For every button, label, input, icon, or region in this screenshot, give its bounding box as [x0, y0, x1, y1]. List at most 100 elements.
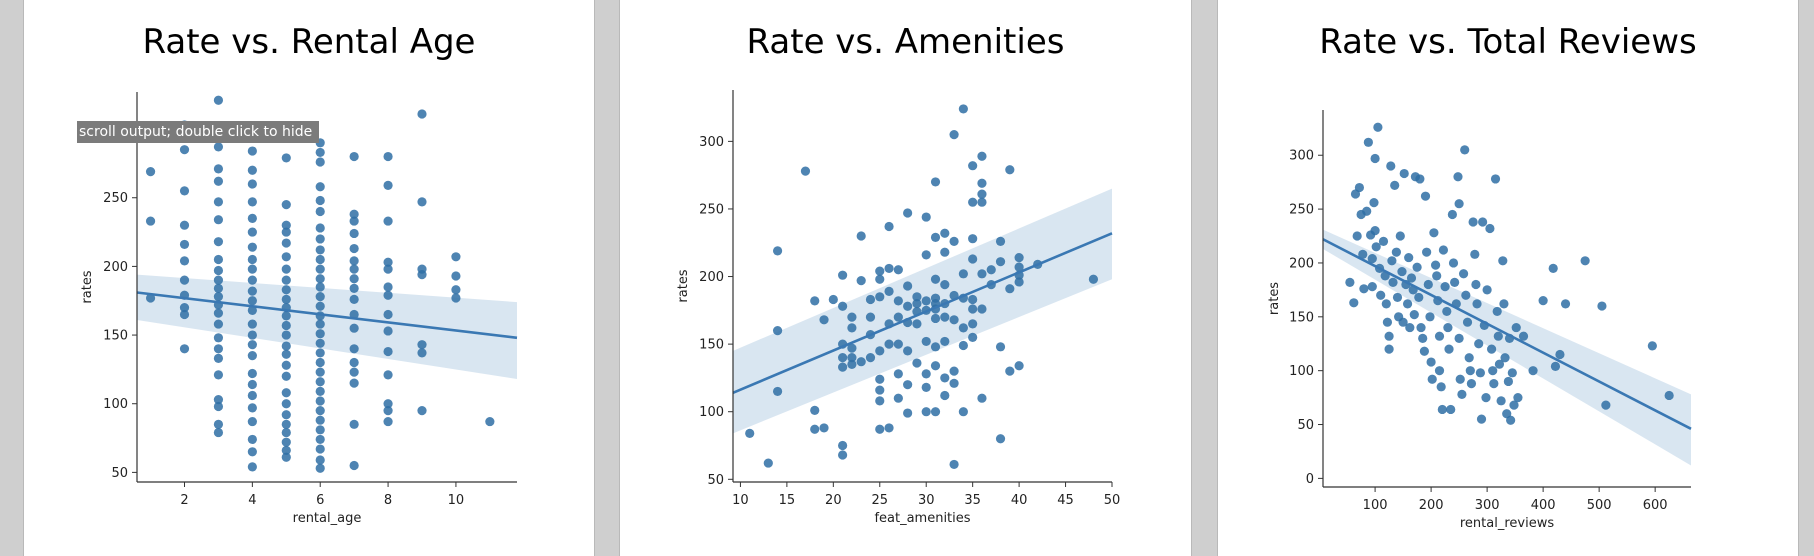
data-point — [940, 247, 950, 257]
data-point — [893, 339, 903, 349]
data-point — [1419, 346, 1429, 356]
data-point — [247, 462, 257, 472]
scroll-output-tooltip[interactable]: scroll output; double click to hide — [77, 121, 320, 143]
chart-title-3: Rate vs. Total Reviews — [1319, 22, 1697, 62]
data-point — [875, 374, 885, 384]
data-point — [213, 292, 224, 302]
data-point — [1458, 269, 1469, 279]
data-point — [865, 353, 876, 363]
y-tick-label: 50 — [111, 466, 128, 481]
data-point — [213, 344, 224, 354]
data-point — [1387, 256, 1397, 266]
data-point — [921, 336, 931, 347]
data-point — [315, 254, 325, 265]
data-point — [847, 323, 857, 333]
chart-title-1: Rate vs. Rental Age — [142, 22, 476, 62]
data-point — [1478, 217, 1488, 227]
data-point — [912, 298, 922, 309]
data-point — [315, 396, 325, 406]
chart-plot-3: 100 200 300 400 500 600 0 50 100 150 200 250 300 rent… — [1267, 110, 1692, 531]
data-point — [1425, 312, 1435, 322]
regression-line — [732, 232, 1113, 394]
data-point — [281, 320, 291, 331]
data-point — [1397, 266, 1407, 277]
chart-panel-3: Rate vs. Total Reviews 100 200 300 400 500 60… — [1217, 0, 1799, 556]
data-point — [838, 353, 848, 363]
data-point — [1476, 414, 1487, 424]
data-point — [912, 292, 922, 302]
data-point — [213, 370, 224, 380]
data-point — [1404, 252, 1414, 263]
data-point — [213, 427, 224, 438]
data-point — [921, 407, 931, 417]
x-tick-label: 15 — [779, 493, 796, 508]
data-point — [1005, 284, 1015, 294]
data-point — [1453, 172, 1463, 182]
data-point — [383, 309, 393, 320]
data-point — [1447, 209, 1457, 220]
data-point — [1597, 301, 1607, 311]
y-tick-label: 250 — [699, 202, 724, 217]
data-point — [1492, 306, 1502, 317]
data-point — [884, 339, 894, 349]
x-tick-label: 10 — [732, 493, 749, 508]
data-point — [1475, 368, 1485, 378]
data-point — [281, 153, 291, 163]
data-point — [912, 319, 922, 329]
data-point — [315, 338, 325, 348]
data-point — [968, 319, 978, 329]
data-point — [1499, 299, 1509, 309]
data-point — [930, 177, 941, 187]
data-point — [213, 353, 224, 364]
data-point — [930, 274, 941, 284]
data-point — [875, 346, 885, 356]
data-point — [819, 423, 829, 433]
data-point — [213, 95, 224, 105]
y-tick-label: 150 — [103, 329, 128, 344]
data-point — [977, 269, 987, 279]
data-point — [949, 236, 959, 246]
x-tick-label: 40 — [1011, 493, 1028, 508]
data-point — [1443, 322, 1453, 333]
data-point — [940, 373, 950, 383]
data-point — [417, 109, 427, 119]
data-point — [315, 434, 325, 445]
data-point — [958, 407, 968, 417]
data-point — [281, 200, 291, 210]
data-point — [921, 250, 931, 260]
data-point — [1555, 349, 1565, 360]
data-point — [281, 264, 291, 274]
data-point — [349, 357, 359, 368]
data-point — [995, 257, 1006, 267]
data-point — [145, 216, 156, 226]
data-point — [1434, 331, 1445, 341]
data-point — [281, 445, 291, 456]
data-point — [349, 256, 359, 266]
data-point — [1489, 378, 1499, 389]
data-point — [940, 228, 950, 238]
data-point — [315, 282, 325, 292]
data-point — [281, 330, 291, 340]
data-point — [281, 227, 291, 237]
data-point — [247, 227, 257, 237]
data-point — [213, 395, 224, 405]
regression-line — [136, 291, 518, 340]
data-point — [247, 197, 257, 207]
data-point — [349, 309, 359, 320]
x-tick-label: 100 — [1363, 498, 1388, 513]
data-point — [281, 238, 291, 248]
data-point — [247, 340, 257, 350]
data-point — [1352, 231, 1362, 241]
data-point — [1496, 396, 1506, 406]
data-point — [838, 362, 848, 372]
data-point — [875, 274, 885, 284]
data-point — [315, 367, 325, 377]
data-point — [179, 220, 190, 230]
data-point — [949, 459, 959, 470]
data-point — [247, 275, 257, 285]
chart-panel-2: Rate vs. Amenities 10 15 20 25 30 35 40 45 50 50 1… — [619, 0, 1192, 556]
data-point — [1376, 290, 1386, 300]
data-point — [865, 294, 876, 305]
data-point — [349, 367, 359, 377]
data-point — [921, 296, 931, 306]
